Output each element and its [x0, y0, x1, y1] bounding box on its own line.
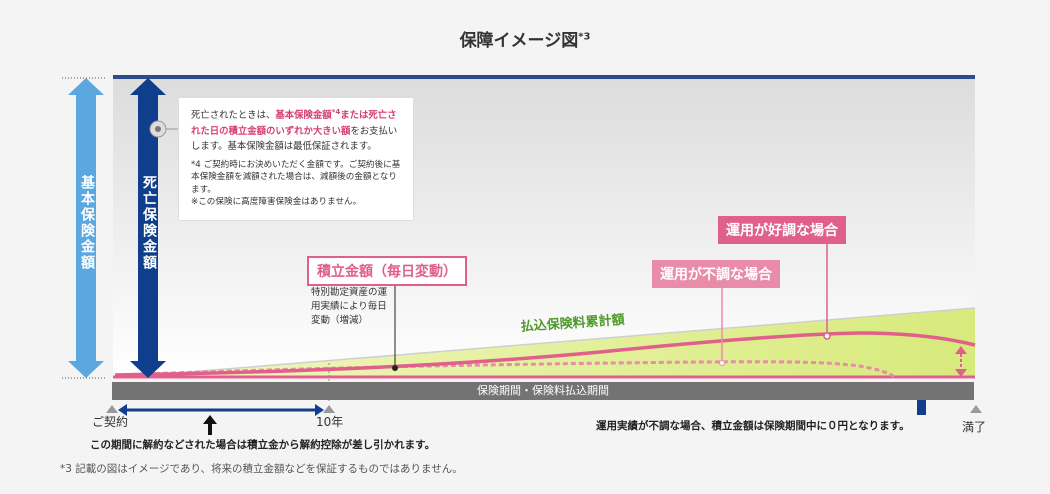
tick-10y-icon — [323, 405, 335, 413]
diagram-title: 保障イメージ図*3 — [459, 31, 591, 51]
tick-start-label: ご契約 — [92, 415, 129, 429]
gap-arrow-down — [955, 369, 967, 377]
footnote: *3 記載の図はイメージであり、将来の積立金額などを保証するものではありません。 — [60, 463, 463, 475]
premium-line — [114, 307, 976, 379]
note-main-text: 死亡されたときは、基本保険金額*4または死亡された日の積立金額のいずれか大きい額… — [191, 108, 398, 153]
top-navy-line — [113, 75, 975, 79]
note-footnote-4: *4 ご契約時にお決めいただく金額です。ご契約後に基本保険金額を減額された場合は… — [191, 159, 401, 195]
tick-end-label: 満了 — [962, 420, 987, 434]
tick-10y-label: 10年 — [316, 415, 344, 429]
basic-amount-label: 基本保険金額 — [79, 175, 95, 271]
sekitate-description: 特別勘定資産の運用実績により毎日変動（増減） — [311, 287, 388, 326]
good-performance-curve — [114, 331, 976, 377]
good-performance-label: 運用が好調な場合 — [718, 216, 846, 244]
basic-arrow-shaft — [76, 92, 96, 364]
span-arrow-right — [315, 404, 324, 416]
period-bar: 保険期間・保険料払込期間 — [112, 382, 974, 400]
basic-arrow-bottom — [68, 361, 104, 378]
zero-balance-note: 運用実績が不調な場合、積立金額は保険期間中に０円となります。 — [596, 420, 910, 432]
target-icon-inner — [155, 126, 161, 132]
span-arrow-left — [118, 404, 127, 416]
bad-marker — [719, 360, 725, 366]
death-benefit-note: 死亡されたときは、基本保険金額*4または死亡された日の積立金額のいずれか大きい額… — [178, 97, 414, 221]
basic-arrow-top — [68, 78, 104, 95]
death-amount-label: 死亡保険金額 — [141, 175, 157, 271]
death-arrow-bottom — [130, 361, 166, 378]
tick-end-icon — [970, 405, 982, 413]
zero-arrow-shaft — [917, 393, 926, 415]
note-no-disability: ※この保険に高度障害保険金はありません。 — [191, 197, 362, 208]
surrender-note: この期間に解約などされた場合は積立金から解約控除が差し引かれます。 — [90, 439, 436, 451]
sekitate-marker — [392, 365, 398, 371]
surrender-arrow-head — [203, 415, 217, 424]
death-arrow-shaft — [138, 92, 158, 364]
bad-performance-label: 運用が不調な場合 — [652, 260, 780, 288]
sekitate-label: 積立金額（毎日変動） — [307, 256, 467, 286]
good-marker — [823, 332, 831, 340]
gap-arrow-up — [955, 346, 967, 354]
tick-start-icon — [106, 405, 118, 413]
bad-performance-curve — [114, 360, 896, 379]
death-arrow-top — [130, 78, 166, 95]
surrender-arrow-shaft — [208, 423, 212, 435]
